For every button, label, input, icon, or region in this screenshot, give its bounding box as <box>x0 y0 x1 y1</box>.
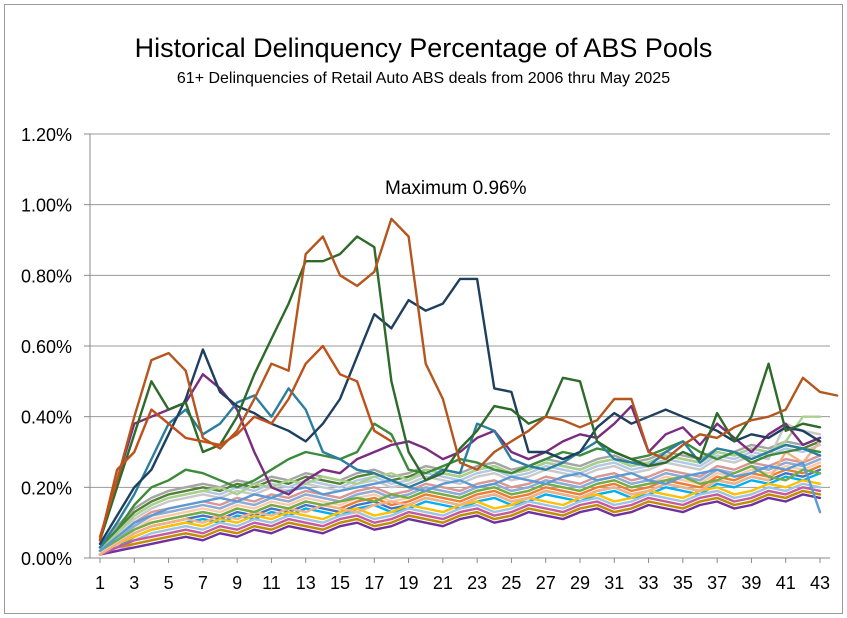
series-line-3 <box>98 277 822 546</box>
y-tick-label: 0.00% <box>21 549 72 569</box>
x-tick-label: 9 <box>232 573 242 593</box>
x-tick-label: 37 <box>707 573 727 593</box>
series-line-7 <box>98 461 822 553</box>
y-tick-label: 1.00% <box>21 196 72 216</box>
x-tick-label: 3 <box>129 573 139 593</box>
max-annotation: Maximum 0.96% <box>385 178 527 199</box>
series-line-5 <box>98 373 822 542</box>
x-tick-label: 17 <box>364 573 384 593</box>
y-tick-label: 0.80% <box>21 266 72 286</box>
x-tick-label: 5 <box>164 573 174 593</box>
series-line-0 <box>98 344 393 542</box>
series-line-19 <box>98 493 822 556</box>
y-tick-label: 0.20% <box>21 478 72 498</box>
x-tick-label: 21 <box>433 573 453 593</box>
x-tick-label: 1 <box>95 573 105 593</box>
series-line-8 <box>98 464 822 553</box>
series-line-15 <box>98 482 822 556</box>
series-line-4 <box>98 387 822 549</box>
x-tick-label: 15 <box>330 573 350 593</box>
series-lines <box>98 217 839 556</box>
x-tick-label: 39 <box>741 573 761 593</box>
x-tick-label: 25 <box>501 573 521 593</box>
x-tick-label: 41 <box>776 573 796 593</box>
x-tick-label: 33 <box>639 573 659 593</box>
x-tick-label: 27 <box>536 573 556 593</box>
series-line-14 <box>98 454 822 553</box>
y-tick-label: 0.60% <box>21 337 72 357</box>
x-tick-label: 13 <box>296 573 316 593</box>
x-axis: 1 3 5 7 9 11 13 15 17 19 21 23 25 27 29 31 33 35 37 39 41 43 <box>90 557 830 593</box>
x-tick-label: 23 <box>467 573 487 593</box>
series-line-1 <box>98 217 839 538</box>
x-tick-label: 19 <box>399 573 419 593</box>
x-tick-label: 35 <box>673 573 693 593</box>
y-axis: 0.00% 0.20% 0.40% 0.60% 0.80% 1.00% 1.20% <box>21 125 91 569</box>
x-tick-label: 11 <box>262 573 281 593</box>
chart-subtitle: 61+ Delinquencies of Retail Auto ABS dea… <box>176 70 671 87</box>
series-line-11 <box>98 486 822 556</box>
x-tick-label: 31 <box>604 573 624 593</box>
x-tick-label: 43 <box>810 573 830 593</box>
y-tick-label: 0.40% <box>21 408 72 428</box>
x-tick-label: 29 <box>570 573 590 593</box>
series-line-17 <box>98 489 822 556</box>
series-line-12 <box>98 457 822 553</box>
x-tick-label: 7 <box>198 573 208 593</box>
chart-title: Historical Delinquency Percentage of ABS… <box>134 33 713 63</box>
y-tick-label: 1.20% <box>21 125 72 145</box>
